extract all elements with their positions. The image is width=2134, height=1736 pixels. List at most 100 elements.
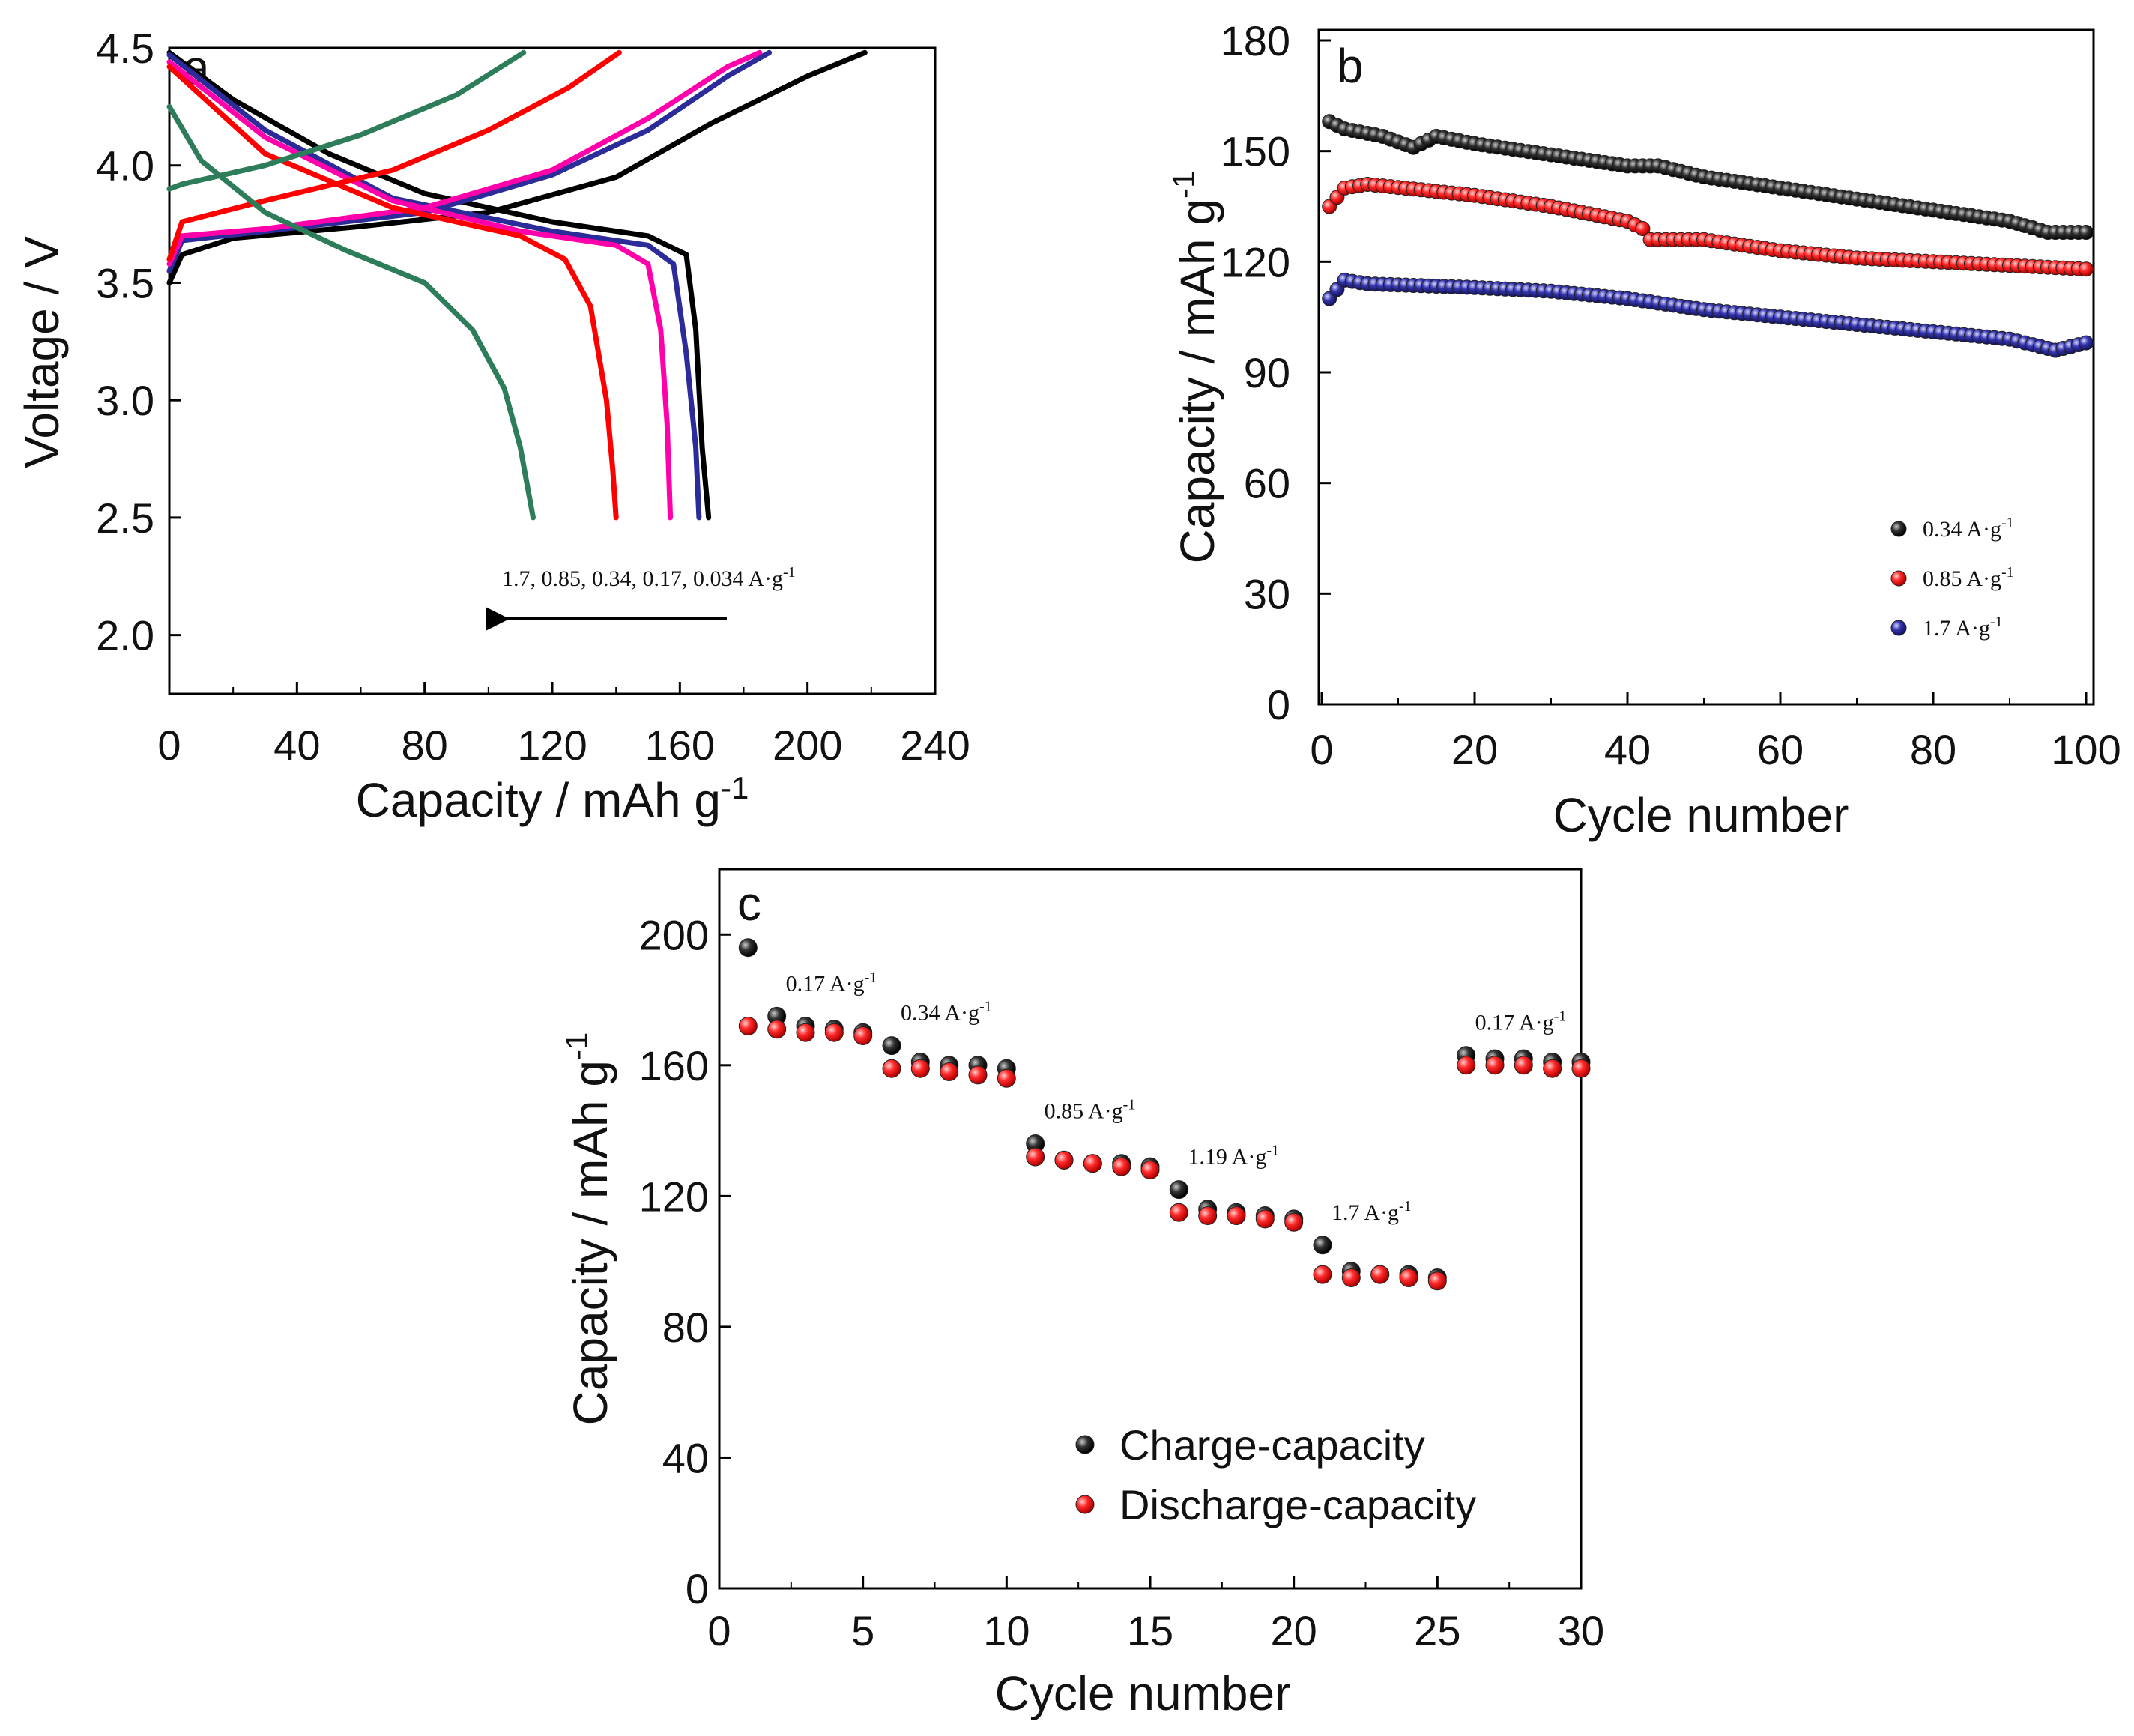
- panel-a-x-tick-label: 120: [517, 722, 587, 769]
- panel-a-charge-curve: [166, 49, 622, 262]
- panel-c-rate-label: 0.34 A·g-1: [901, 999, 992, 1026]
- panel-c-y-tick-label: 120: [639, 1173, 709, 1220]
- panel-b-x-tick-label: 80: [1910, 726, 1956, 773]
- panel-b-y-tick-label: 180: [1221, 17, 1290, 64]
- panel-c-point: [882, 1036, 901, 1056]
- panel-c-point: [997, 1068, 1016, 1088]
- panel-c-x-axis-label: Cycle number: [995, 1666, 1291, 1720]
- panel-c-x-tick-label: 5: [851, 1607, 874, 1654]
- panel-c-x-tick-label: 30: [1558, 1607, 1604, 1654]
- panel-c-legend: Charge-capacity Discharge-capacity: [1075, 1421, 1476, 1528]
- panel-b-legend-label: 0.34 A·g-1: [1923, 515, 2014, 542]
- panel-c-point: [767, 1020, 787, 1039]
- panel-c-point: [910, 1059, 930, 1078]
- panel-c-point: [738, 938, 758, 958]
- panel-c-rate-label: 0.17 A·g-1: [786, 969, 877, 996]
- panel-b-point: [1635, 221, 1651, 236]
- panel-a-x-axis-label: Capacity / mAh g-1: [356, 770, 749, 827]
- panel-c-point: [1399, 1268, 1418, 1287]
- panel-c-y-axis-label: Capacity / mAh g-1: [559, 1032, 617, 1426]
- panel-c-rate-label: 1.19 A·g-1: [1188, 1143, 1279, 1170]
- panel-b-y-axis-label: Capacity / mAh g-1: [1166, 171, 1224, 564]
- panel-a-discharge-curve: [166, 64, 619, 521]
- panel-c-point: [796, 1023, 815, 1042]
- panel-c-legend-label: Charge-capacity: [1119, 1421, 1425, 1469]
- panel-c-legend-marker: [1075, 1495, 1095, 1514]
- panel-c-y-tick-label: 0: [686, 1565, 709, 1612]
- panel-b-y-tick-label: 60: [1244, 460, 1290, 507]
- panel-c-y-tick-label: 160: [639, 1042, 709, 1089]
- panel-c-point: [1313, 1236, 1332, 1255]
- panel-c-y-tick-label: 80: [662, 1304, 709, 1351]
- panel-b-legend-marker: [1890, 570, 1907, 587]
- panel-a-x-tick-label: 80: [402, 722, 448, 769]
- panel-c-point: [1054, 1150, 1074, 1170]
- panel-b-y-tick-label: 150: [1221, 128, 1290, 175]
- panel-b-x-tick-label: 60: [1757, 726, 1804, 773]
- panel-a-discharge-curve: [166, 103, 536, 521]
- panel-c-point: [1198, 1206, 1218, 1225]
- panel-a-x-tick-label: 240: [900, 722, 970, 769]
- panel-c-point: [1571, 1059, 1591, 1078]
- panel-c-point: [853, 1026, 873, 1045]
- panel-c-point: [1169, 1180, 1188, 1200]
- panel-c-point: [1543, 1059, 1562, 1078]
- panel-c-point: [1083, 1154, 1102, 1173]
- panel-c-point: [1140, 1161, 1160, 1179]
- panel-c-point: [824, 1023, 844, 1042]
- panel-c-point: [738, 1017, 758, 1035]
- panel-b-letter: b: [1337, 39, 1364, 93]
- panel-b-cycling: b 0 20 40 60 80 100 0 30 60 90 120 150 180 Cycle num…: [1166, 17, 2121, 842]
- panel-b-legend-label: 0.85 A·g-1: [1923, 564, 2014, 591]
- panel-a-y-tick-label: 3.5: [96, 259, 154, 306]
- panel-c-rate-capability: c 0 5 10 15 20 25 30 0 40 80 120 160 200 0.17 A·g-1 0…: [559, 868, 1604, 1720]
- panel-b-x-axis-label: Cycle number: [1553, 788, 1849, 842]
- panel-c-x-tick-label: 10: [983, 1607, 1030, 1654]
- panel-c-x-tick-label: 25: [1414, 1607, 1460, 1654]
- panel-b-x-tick-label: 40: [1604, 726, 1651, 773]
- panel-c-point: [968, 1065, 988, 1085]
- panel-b-legend-marker: [1890, 521, 1907, 537]
- panel-a-charge-curve: [166, 49, 527, 192]
- panel-c-rate-label: 0.85 A·g-1: [1045, 1097, 1136, 1124]
- panel-a-y-tick-label: 2.5: [96, 495, 154, 542]
- panel-c-rate-label: 1.7 A·g-1: [1332, 1198, 1412, 1225]
- panel-b-x-tick-label: 20: [1451, 726, 1498, 773]
- panel-a-x-tick-label: 40: [273, 722, 320, 769]
- panel-c-x-tick-label: 15: [1127, 1607, 1173, 1654]
- panel-c-point: [1026, 1147, 1045, 1167]
- panel-c-point: [1227, 1206, 1246, 1225]
- panel-a-y-axis-label: Voltage / V: [15, 236, 69, 468]
- panel-c-point: [1284, 1212, 1304, 1232]
- panel-b-y-tick-label: 0: [1267, 681, 1290, 728]
- panel-c-y-tick-label: 40: [662, 1434, 709, 1481]
- panel-c-legend-marker: [1075, 1435, 1095, 1454]
- panel-c-legend-label: Discharge-capacity: [1119, 1481, 1476, 1528]
- panel-a-discharge-curve: [166, 49, 712, 521]
- panel-c-rate-label: 0.17 A·g-1: [1475, 1008, 1567, 1035]
- panel-c-point: [1112, 1157, 1131, 1176]
- panel-c-x-tick-label: 0: [707, 1607, 731, 1654]
- panel-a-x-tick-label: 0: [157, 722, 181, 769]
- panel-b-frame: [1317, 28, 2095, 706]
- panel-a-charge-curve: [166, 49, 763, 267]
- panel-c-point: [1255, 1209, 1275, 1229]
- panel-c-point: [1514, 1056, 1533, 1075]
- panel-b-point: [2079, 225, 2094, 240]
- panel-a-y-tick-label: 2.0: [96, 612, 154, 659]
- panel-b-x-tick-label: 100: [2051, 726, 2121, 773]
- panel-c-point: [1427, 1271, 1447, 1291]
- panel-b-y-tick-label: 90: [1244, 349, 1290, 396]
- panel-b-y-tick-label: 120: [1221, 238, 1290, 285]
- panel-c-point: [1313, 1265, 1332, 1284]
- panel-b-legend-label: 1.7 A·g-1: [1923, 614, 2003, 641]
- panel-c-letter: c: [737, 877, 761, 931]
- panel-c-point: [1341, 1268, 1361, 1287]
- panel-c-point: [940, 1062, 959, 1081]
- panel-b-point: [2079, 261, 2094, 277]
- panel-a-charge-curve: [166, 49, 868, 285]
- panel-c-y-tick-label: 200: [639, 911, 709, 958]
- panel-c-point: [882, 1059, 901, 1078]
